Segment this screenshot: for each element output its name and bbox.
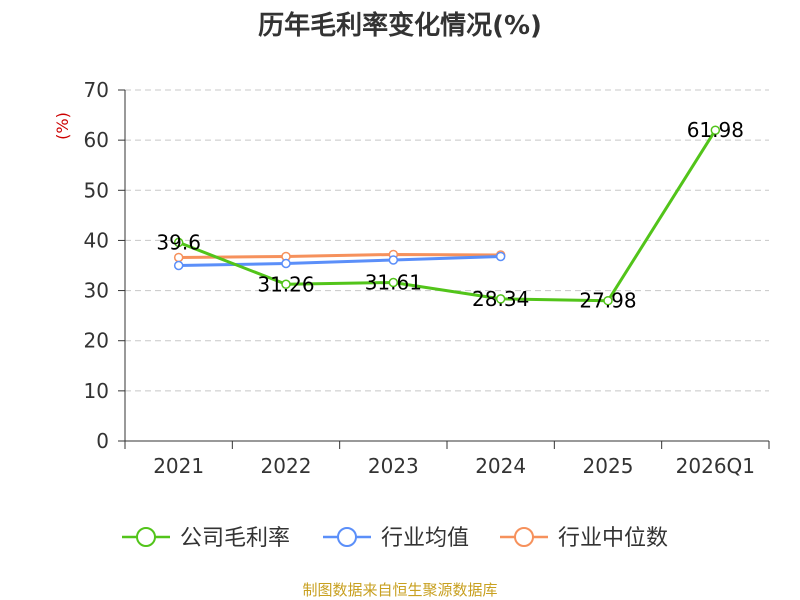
legend-label: 公司毛利率 [180, 526, 290, 551]
legend-item: 公司毛利率 [122, 526, 290, 551]
data-point [495, 251, 506, 262]
x-tick-label: 2021 [153, 454, 204, 478]
axes: 0 10 20 30 40 50 60 70 2021 2022 2023 2024 2025 2026Q… [84, 78, 770, 478]
data-label: 61.98 [687, 118, 744, 142]
data-point [388, 277, 399, 288]
source-note: 制图数据来自恒生聚源数据库 [302, 581, 497, 599]
y-tick-label: 50 [84, 178, 109, 202]
y-tick-label: 10 [84, 379, 109, 403]
data-label: 27.98 [579, 289, 636, 313]
x-tick-label: 2022 [261, 454, 312, 478]
data-label: 31.26 [257, 272, 314, 296]
x-tick-label: 2024 [475, 454, 526, 478]
legend-item: 行业均值 [323, 526, 469, 551]
legend-label: 行业中位数 [558, 526, 668, 551]
y-tick-label: 70 [84, 78, 109, 102]
legend-swatch-marker [136, 527, 156, 547]
data-point [281, 279, 291, 290]
data-labels: 39.6 31.26 31.61 28.34 27.98 61.98 [156, 118, 744, 312]
y-tick-label: 40 [84, 228, 109, 252]
series-line-0 [177, 128, 717, 303]
data-label: 39.6 [156, 230, 201, 254]
legend: 公司毛利率 行业均值 行业中位数 [122, 526, 668, 551]
legend-item: 行业中位数 [500, 526, 668, 551]
data-point [173, 252, 184, 263]
legend-swatch-marker [514, 527, 534, 547]
x-tick-label: 2023 [368, 454, 419, 478]
data-label: 31.61 [365, 270, 422, 294]
y-tick-label: 30 [84, 279, 109, 303]
series-line-2 [177, 252, 503, 259]
data-point [281, 258, 291, 269]
data-point [173, 237, 184, 248]
x-tick-label: 2025 [583, 454, 634, 478]
y-axis-label: (%) [53, 112, 72, 140]
y-tick-label: 0 [96, 429, 109, 453]
y-tick-label: 60 [84, 128, 109, 152]
data-point [603, 295, 613, 306]
data-label: 28.34 [472, 287, 529, 311]
grid-lines [125, 89, 769, 392]
x-tick-label: 2026Q1 [676, 454, 755, 478]
data-point [495, 294, 506, 304]
data-point [710, 125, 721, 135]
y-tick-label: 20 [84, 329, 109, 353]
series-group [173, 125, 721, 306]
data-point [388, 255, 399, 265]
data-point [173, 260, 184, 271]
chart-title: 历年毛利率变化情况(%) [258, 10, 542, 41]
legend-swatch-marker [337, 527, 357, 547]
legend-label: 行业均值 [381, 526, 469, 551]
